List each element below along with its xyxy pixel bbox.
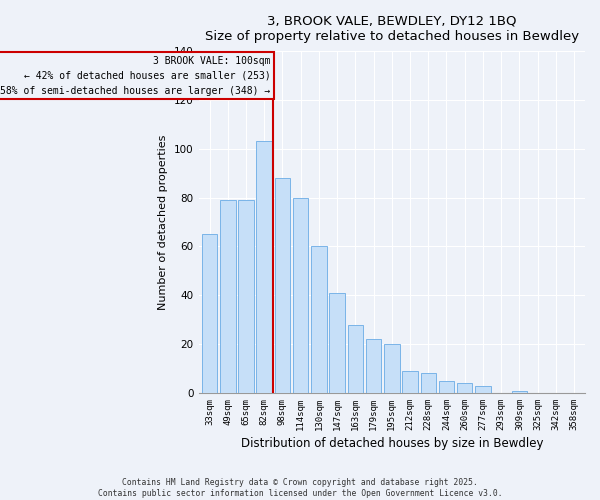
Bar [275,178,290,393]
Bar [402,371,418,393]
Bar [347,324,363,393]
Bar [311,246,326,393]
Bar [366,339,382,393]
Text: Contains HM Land Registry data © Crown copyright and database right 2025.
Contai: Contains HM Land Registry data © Crown c… [98,478,502,498]
Text: 3 BROOK VALE: 100sqm
← 42% of detached houses are smaller (253)
58% of semi-deta: 3 BROOK VALE: 100sqm ← 42% of detached h… [1,56,271,96]
Bar [421,374,436,393]
Bar [384,344,400,393]
Bar [457,383,472,393]
X-axis label: Distribution of detached houses by size in Bewdley: Distribution of detached houses by size … [241,437,543,450]
Bar [202,234,217,393]
Bar [293,198,308,393]
Bar [329,293,345,393]
Bar [439,380,454,393]
Bar [512,390,527,393]
Title: 3, BROOK VALE, BEWDLEY, DY12 1BQ
Size of property relative to detached houses in: 3, BROOK VALE, BEWDLEY, DY12 1BQ Size of… [205,15,579,43]
Y-axis label: Number of detached properties: Number of detached properties [158,134,169,310]
Bar [475,386,491,393]
Bar [256,142,272,393]
Bar [220,200,236,393]
Bar [238,200,254,393]
